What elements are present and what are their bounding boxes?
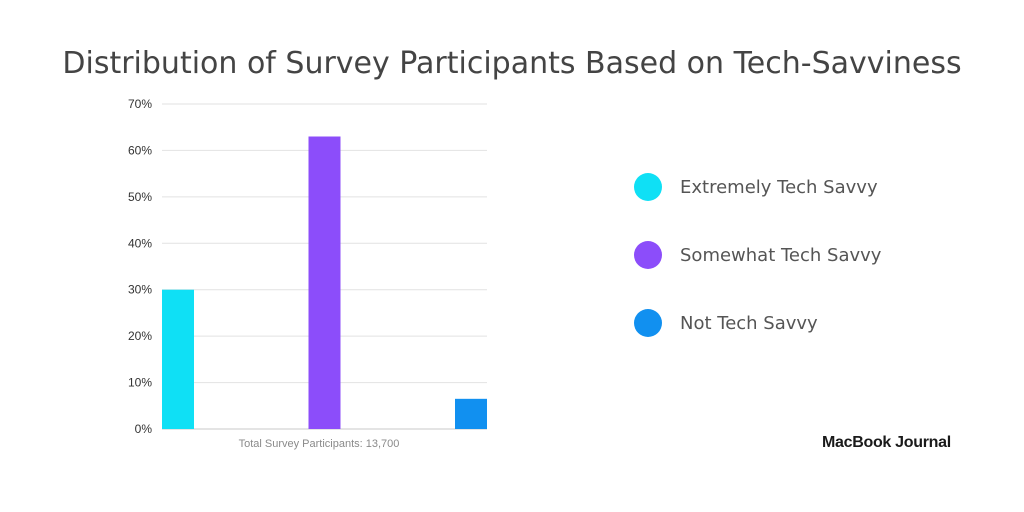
- y-axis-ticks: 0% 10% 20% 30% 40% 50% 60% 70%: [128, 97, 152, 436]
- y-tick-label: 30%: [128, 283, 152, 297]
- legend-item: Somewhat Tech Savvy: [634, 238, 974, 272]
- bars: [162, 136, 487, 429]
- x-axis-label: Total Survey Participants: 13,700: [239, 438, 400, 450]
- y-tick-label: 70%: [128, 97, 152, 111]
- legend-item: Extremely Tech Savvy: [634, 170, 974, 204]
- bar: [308, 136, 341, 429]
- legend-label: Somewhat Tech Savvy: [680, 244, 882, 266]
- legend-item: Not Tech Savvy: [634, 306, 974, 340]
- legend-swatch: [634, 309, 662, 337]
- y-tick-label: 50%: [128, 190, 152, 204]
- bar: [455, 398, 487, 429]
- bar: [162, 289, 194, 429]
- y-tick-label: 10%: [128, 376, 152, 390]
- legend-swatch: [634, 241, 662, 269]
- y-tick-label: 40%: [128, 236, 152, 250]
- legend-label: Extremely Tech Savvy: [680, 176, 878, 198]
- legend: Extremely Tech Savvy Somewhat Tech Savvy…: [634, 170, 974, 374]
- brand-logo: MacBook Journal: [822, 434, 951, 451]
- legend-swatch: [634, 173, 662, 201]
- y-tick-label: 20%: [128, 329, 152, 343]
- chart-title: Distribution of Survey Participants Base…: [62, 46, 962, 81]
- y-tick-label: 0%: [135, 422, 153, 436]
- legend-label: Not Tech Savvy: [680, 312, 818, 334]
- y-tick-label: 60%: [128, 143, 152, 157]
